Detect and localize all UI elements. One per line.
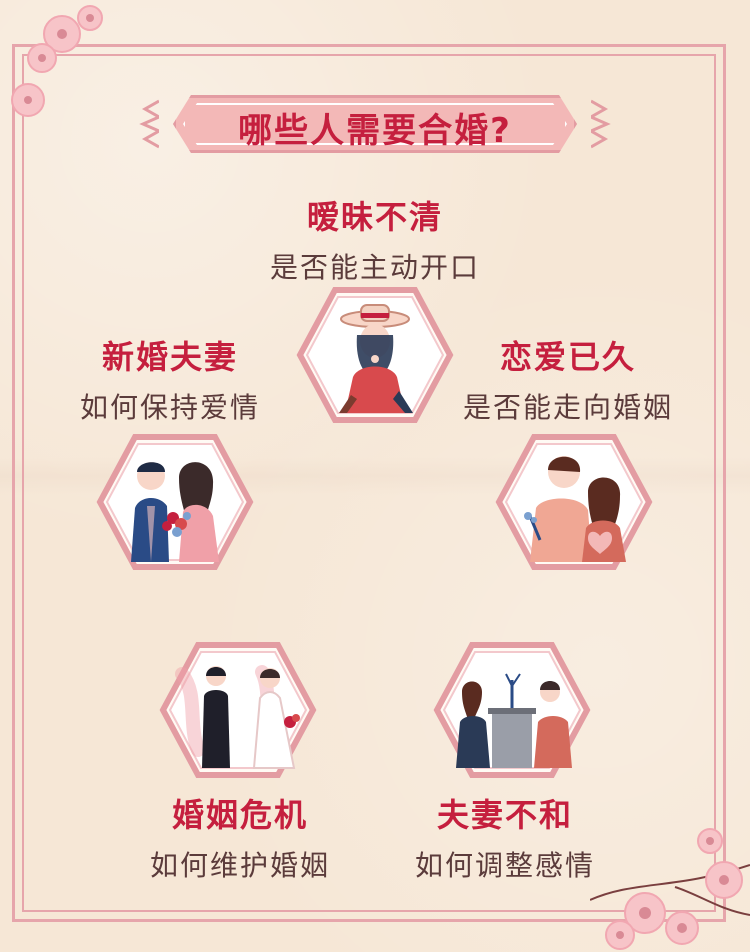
page-title: 哪些人需要合婚? xyxy=(238,111,512,151)
title-banner: 哪些人需要合婚? xyxy=(135,85,615,165)
couple-with-flowers-illustration xyxy=(494,432,654,572)
item-heading: 夫妻不和 xyxy=(436,796,573,834)
newlywed-couple-illustration xyxy=(95,432,255,572)
item-marriage-crisis: 婚姻危机 如何维护婚姻 xyxy=(130,790,350,884)
item-subtext: 是否能走向婚姻 xyxy=(462,391,673,424)
outer-frame xyxy=(12,44,726,922)
item-long-relationship: 恋爱已久 是否能走向婚姻 xyxy=(448,332,688,426)
item-newlyweds: 新婚夫妻 如何保持爱情 xyxy=(70,332,270,426)
item-couple-discord: 夫妻不和 如何调整感情 xyxy=(390,790,620,884)
wing-ornament-icon xyxy=(591,99,611,149)
item-heading: 婚姻危机 xyxy=(171,796,308,834)
item-subtext: 如何调整感情 xyxy=(414,849,595,882)
item-heading: 暧昧不清 xyxy=(306,198,443,236)
arguing-couple-illustration xyxy=(432,640,592,780)
separated-couple-illustration xyxy=(158,640,318,780)
item-subtext: 如何保持爱情 xyxy=(79,391,260,424)
wing-ornament-icon xyxy=(139,99,159,149)
item-heading: 新婚夫妻 xyxy=(101,338,238,376)
cherry-blossom-icon xyxy=(11,5,103,117)
cherry-blossom-icon xyxy=(590,828,750,950)
item-subtext: 如何维护婚姻 xyxy=(149,849,330,882)
woman-with-hat-illustration xyxy=(295,285,455,425)
inner-frame xyxy=(22,54,716,912)
title-plate-inner xyxy=(183,103,567,145)
item-ambiguous: 暧昧不清 是否能主动开口 xyxy=(250,192,500,286)
item-heading: 恋爱已久 xyxy=(499,338,636,376)
item-subtext: 是否能主动开口 xyxy=(269,251,480,284)
